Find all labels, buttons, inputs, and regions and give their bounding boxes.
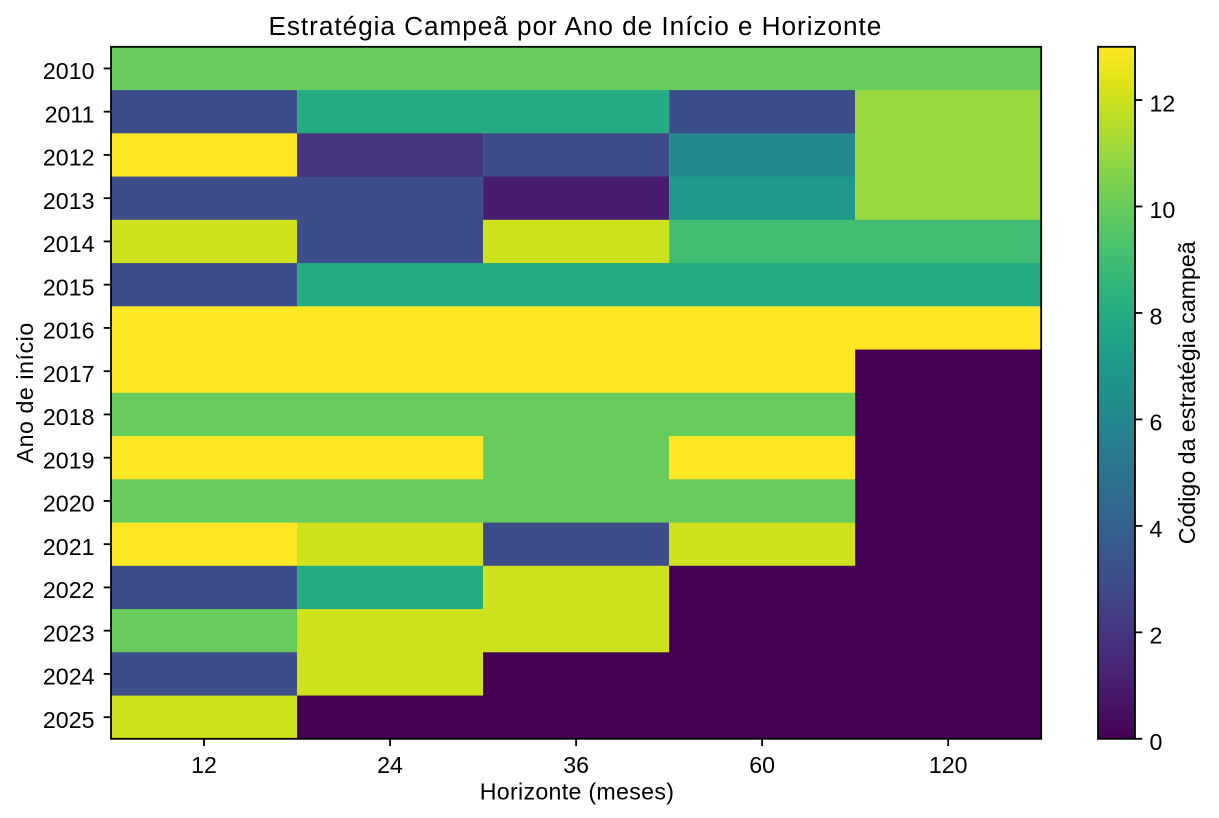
svg-text:2012: 2012	[43, 145, 95, 171]
svg-text:24: 24	[377, 752, 403, 778]
svg-text:10: 10	[1150, 197, 1176, 223]
svg-text:Ano de início: Ano de início	[12, 322, 38, 463]
svg-text:2010: 2010	[43, 58, 95, 84]
svg-text:0: 0	[1150, 729, 1163, 755]
svg-text:2016: 2016	[43, 318, 95, 344]
svg-text:2025: 2025	[43, 707, 95, 733]
svg-text:2023: 2023	[43, 620, 95, 646]
svg-text:2014: 2014	[43, 231, 95, 257]
svg-text:2018: 2018	[43, 404, 95, 430]
svg-text:2011: 2011	[45, 101, 95, 127]
svg-text:2017: 2017	[43, 361, 95, 387]
svg-text:2019: 2019	[43, 447, 95, 473]
svg-text:2020: 2020	[43, 491, 95, 517]
svg-text:8: 8	[1150, 303, 1163, 329]
svg-text:2013: 2013	[43, 188, 95, 214]
svg-text:2021: 2021	[43, 534, 95, 560]
svg-text:12: 12	[1150, 90, 1176, 116]
svg-text:6: 6	[1150, 410, 1163, 436]
svg-text:2015: 2015	[43, 274, 95, 300]
svg-text:36: 36	[563, 752, 589, 778]
svg-text:60: 60	[749, 752, 775, 778]
svg-text:12: 12	[191, 752, 217, 778]
svg-text:120: 120	[929, 752, 968, 778]
svg-text:Código da estratégia campeã: Código da estratégia campeã	[1174, 241, 1200, 544]
svg-text:4: 4	[1150, 516, 1163, 542]
svg-text:2022: 2022	[43, 577, 95, 603]
svg-text:2024: 2024	[43, 664, 95, 690]
svg-text:Estratégia Campeã por Ano de I: Estratégia Campeã por Ano de Início e Ho…	[268, 11, 882, 41]
svg-text:2: 2	[1150, 623, 1163, 649]
svg-text:Horizonte (meses): Horizonte (meses)	[480, 779, 675, 805]
